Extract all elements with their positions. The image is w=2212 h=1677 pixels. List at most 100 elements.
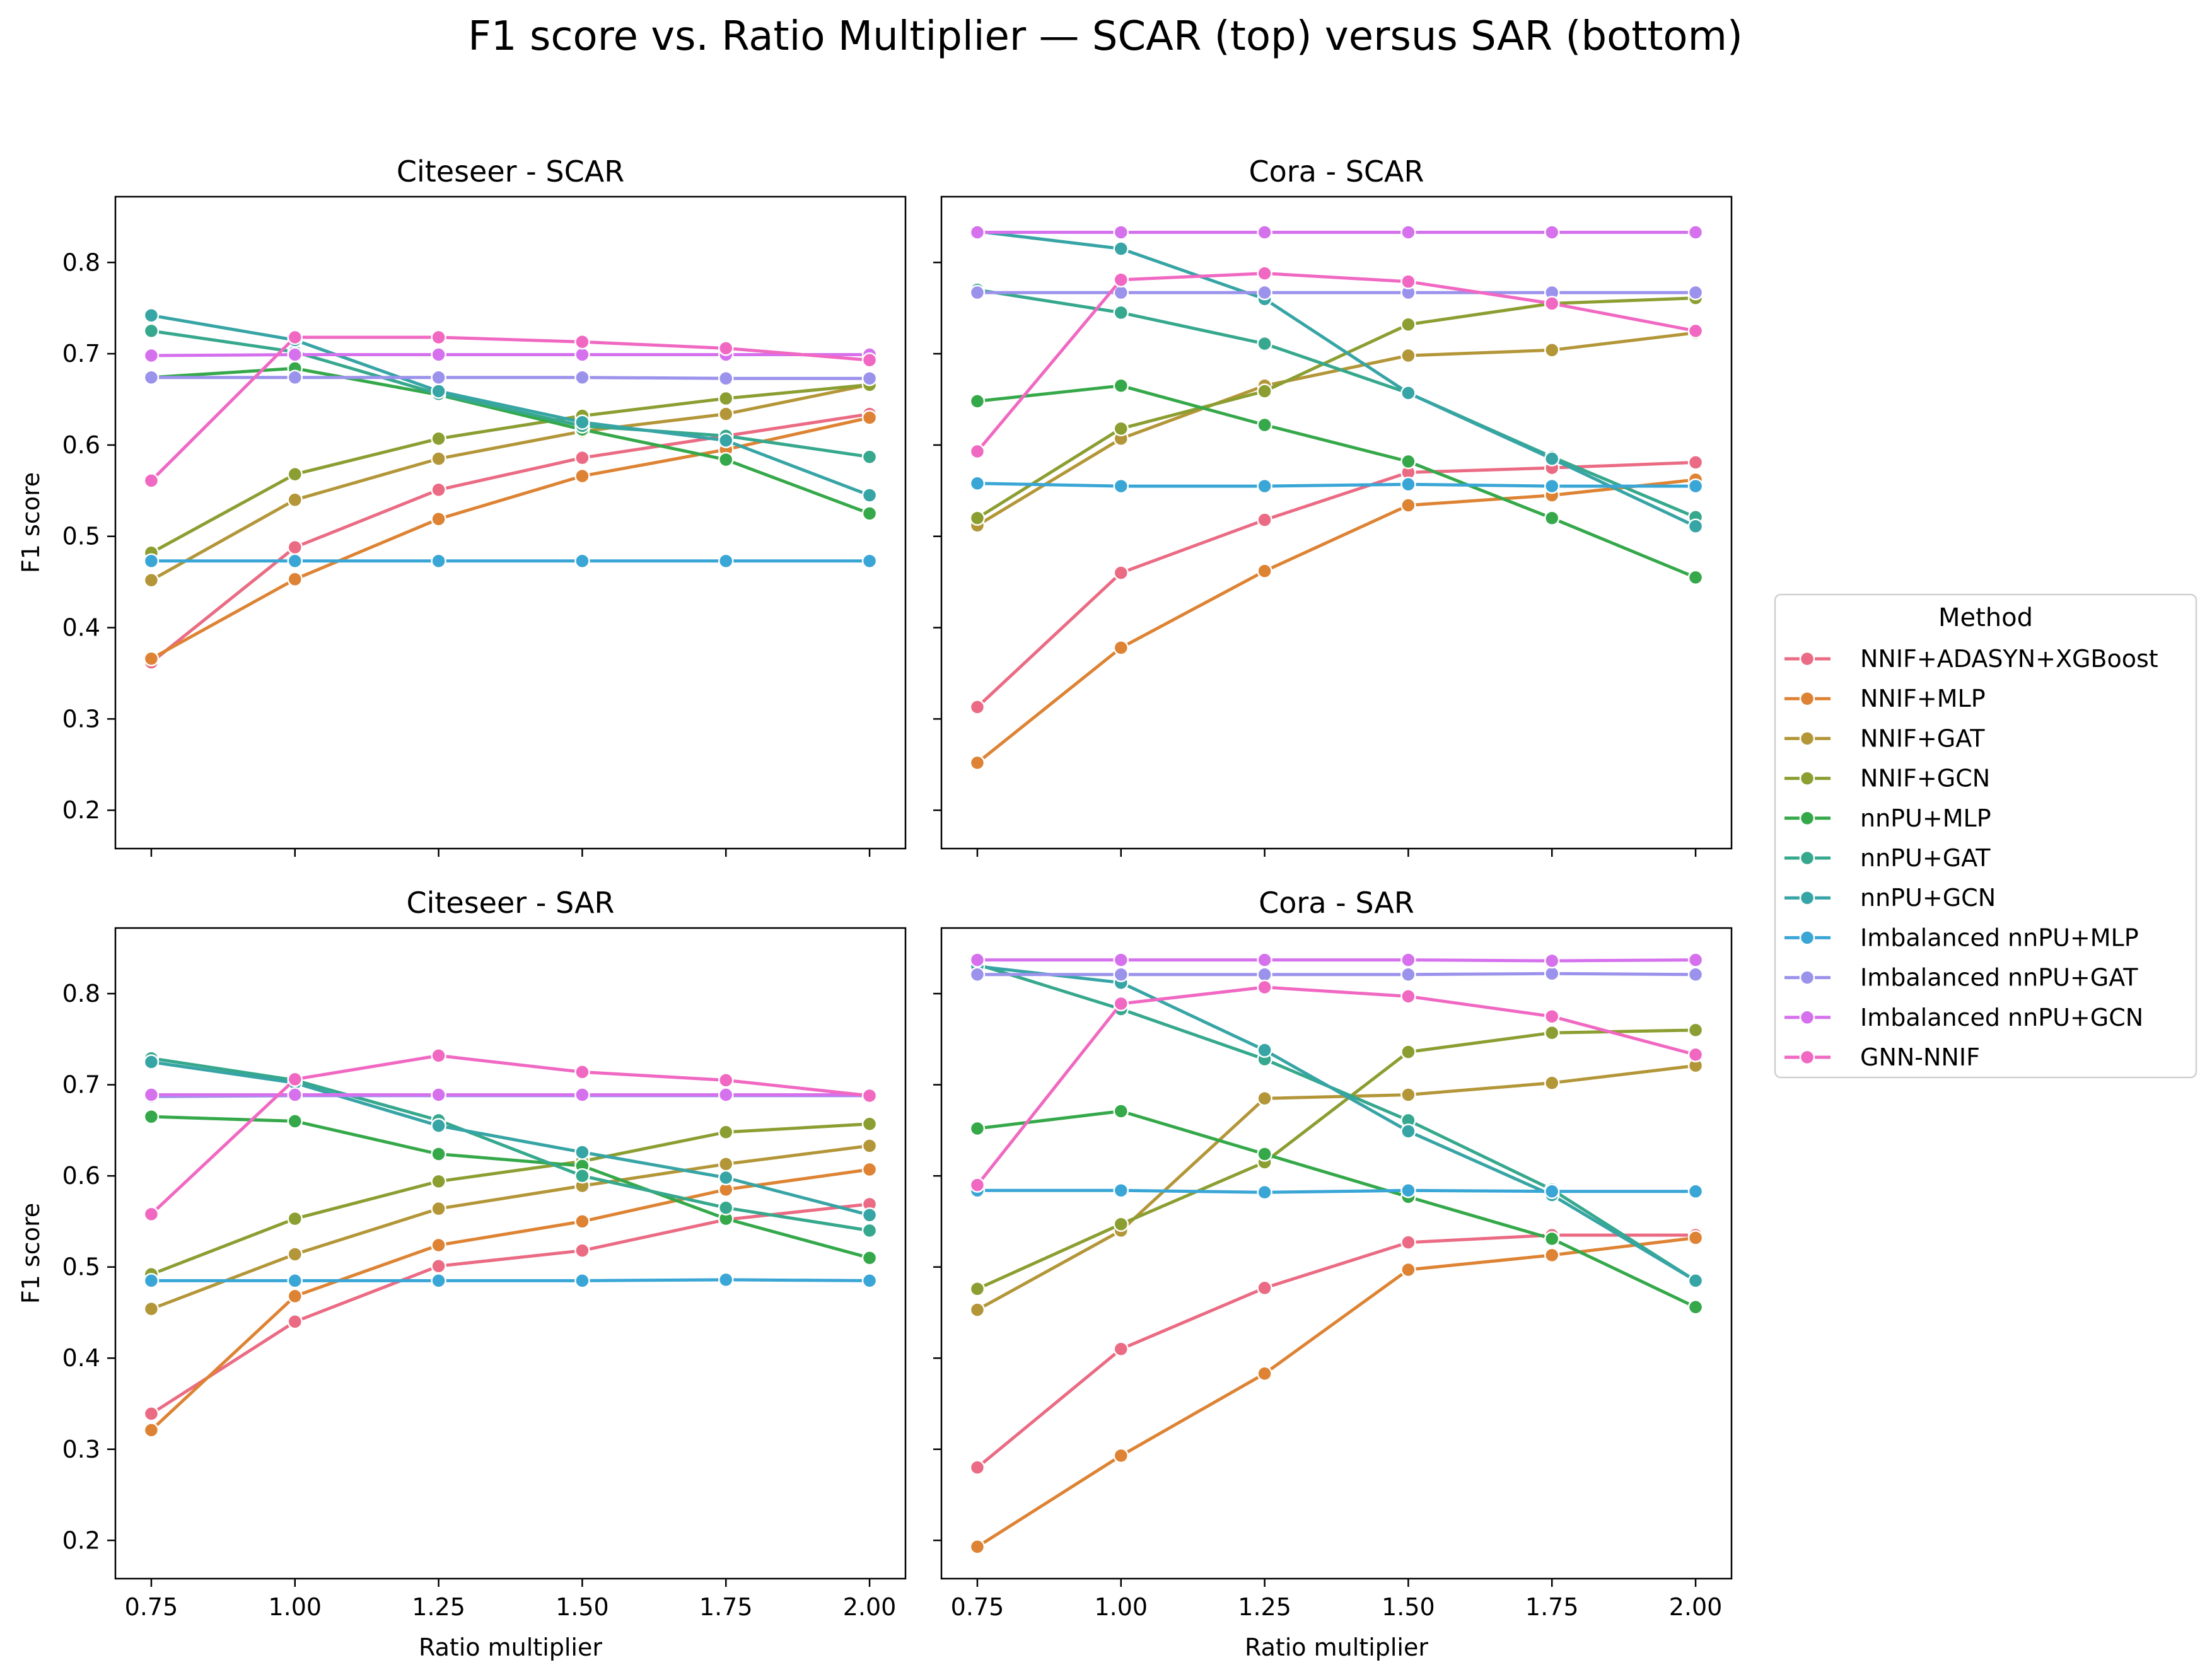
data-point (1113, 1103, 1129, 1119)
data-point (718, 1087, 734, 1103)
data-point (861, 1088, 878, 1104)
series-line (149, 376, 871, 380)
data-point (143, 1054, 160, 1070)
y-tick-label: 0.3 (62, 705, 100, 733)
data-point (969, 1281, 986, 1297)
data-point (1113, 995, 1129, 1012)
data-point (1687, 1230, 1704, 1246)
x-tick-label: 1.50 (556, 1593, 609, 1621)
legend-label: Imbalanced nnPU+GCN (1860, 1004, 2143, 1031)
data-point (1400, 1234, 1416, 1250)
series-Imbalanced nnPU+MLP (143, 1272, 878, 1289)
series-nnPU+MLP (969, 378, 1704, 586)
data-point (1544, 451, 1560, 467)
data-point (1400, 1262, 1416, 1278)
data-point (1544, 478, 1560, 494)
y-axis-label: F1 score (17, 1203, 45, 1304)
x-tick-label: 0.75 (125, 1593, 178, 1621)
data-point (1257, 265, 1272, 281)
data-point (1687, 323, 1704, 339)
data-point (1113, 1341, 1129, 1357)
data-point (1113, 478, 1129, 494)
data-point (1113, 378, 1129, 394)
legend-label: NNIF+ADASYN+XGBoost (1860, 645, 2158, 673)
data-point (861, 1207, 878, 1223)
legend-swatch-marker (1799, 810, 1815, 827)
data-point (574, 450, 590, 466)
data-point (574, 1064, 590, 1080)
legend-swatch-marker (1799, 1049, 1815, 1065)
data-point (1257, 1184, 1272, 1200)
data-point (1544, 953, 1560, 969)
x-tick-label: 1.25 (412, 1593, 465, 1621)
plot-frame (940, 195, 1733, 850)
legend-swatch-marker (1799, 970, 1815, 985)
series-GNN-NNIF (143, 329, 878, 489)
series-line (149, 1202, 871, 1415)
data-point (143, 1108, 160, 1125)
y-tick-label: 0.5 (62, 523, 100, 550)
data-point (1544, 1231, 1560, 1247)
panel-1: Cora - SCAR (933, 154, 1733, 857)
data-point (431, 1146, 446, 1162)
legend-item: NNIF+GCN (1784, 765, 1990, 792)
series-Imbalanced nnPU+GCN (969, 952, 1704, 969)
data-point (574, 553, 590, 569)
data-point (431, 1118, 446, 1134)
y-tick-label: 0.2 (62, 796, 100, 824)
data-point (143, 651, 160, 667)
y-tick-label: 0.8 (62, 980, 100, 1007)
data-point (287, 1273, 303, 1289)
data-point (1257, 1091, 1272, 1106)
data-point (143, 1422, 160, 1438)
y-tick-label: 0.6 (62, 431, 100, 459)
series-line (149, 335, 871, 482)
data-point (969, 1302, 986, 1318)
data-point (1544, 296, 1560, 311)
data-point (1113, 1448, 1129, 1464)
panel-0: Citeseer - SCAR 0.2 0.3 0.4 0.5 0.6 0.7 0.8 F1 s… (17, 154, 907, 857)
data-point (287, 466, 303, 482)
data-point (1257, 512, 1272, 528)
series-Imbalanced nnPU+GAT (969, 966, 1704, 982)
panel-title: Citeseer - SCAR (397, 154, 624, 189)
data-point (431, 329, 446, 345)
y-tick-label: 0.3 (62, 1436, 100, 1463)
data-point (1400, 347, 1416, 364)
data-point (1400, 1183, 1416, 1198)
legend-item: nnPU+MLP (1784, 804, 1991, 832)
legend-item: Imbalanced nnPU+MLP (1784, 924, 2139, 951)
data-point (861, 553, 878, 569)
data-point (718, 451, 734, 468)
data-point (861, 410, 878, 426)
data-point (718, 1272, 734, 1288)
data-point (1113, 952, 1129, 968)
panel-title: Cora - SCAR (1249, 154, 1424, 189)
series-line (149, 383, 871, 582)
x-tick-label: 1.75 (699, 1593, 753, 1621)
data-point (431, 1087, 446, 1103)
series-line (149, 412, 871, 664)
data-point (287, 1288, 303, 1304)
data-point (1113, 966, 1129, 982)
series-line (975, 1028, 1697, 1291)
legend-label: GNN-NNIF (1860, 1043, 1980, 1071)
data-point (1544, 342, 1560, 358)
data-point (969, 755, 986, 771)
data-point (1113, 241, 1129, 257)
data-point (287, 539, 303, 555)
data-point (1113, 565, 1129, 581)
data-point (1113, 1216, 1129, 1232)
data-point (574, 414, 590, 430)
data-point (1544, 1183, 1560, 1199)
data-point (1400, 952, 1416, 968)
data-point (287, 1314, 303, 1330)
data-point (574, 347, 590, 363)
data-point (1687, 952, 1704, 968)
data-point (287, 1210, 303, 1227)
y-tick-label: 0.4 (62, 614, 100, 642)
series-Imbalanced nnPU+GCN (143, 1087, 878, 1103)
data-point (431, 383, 446, 399)
data-point (969, 1177, 986, 1193)
